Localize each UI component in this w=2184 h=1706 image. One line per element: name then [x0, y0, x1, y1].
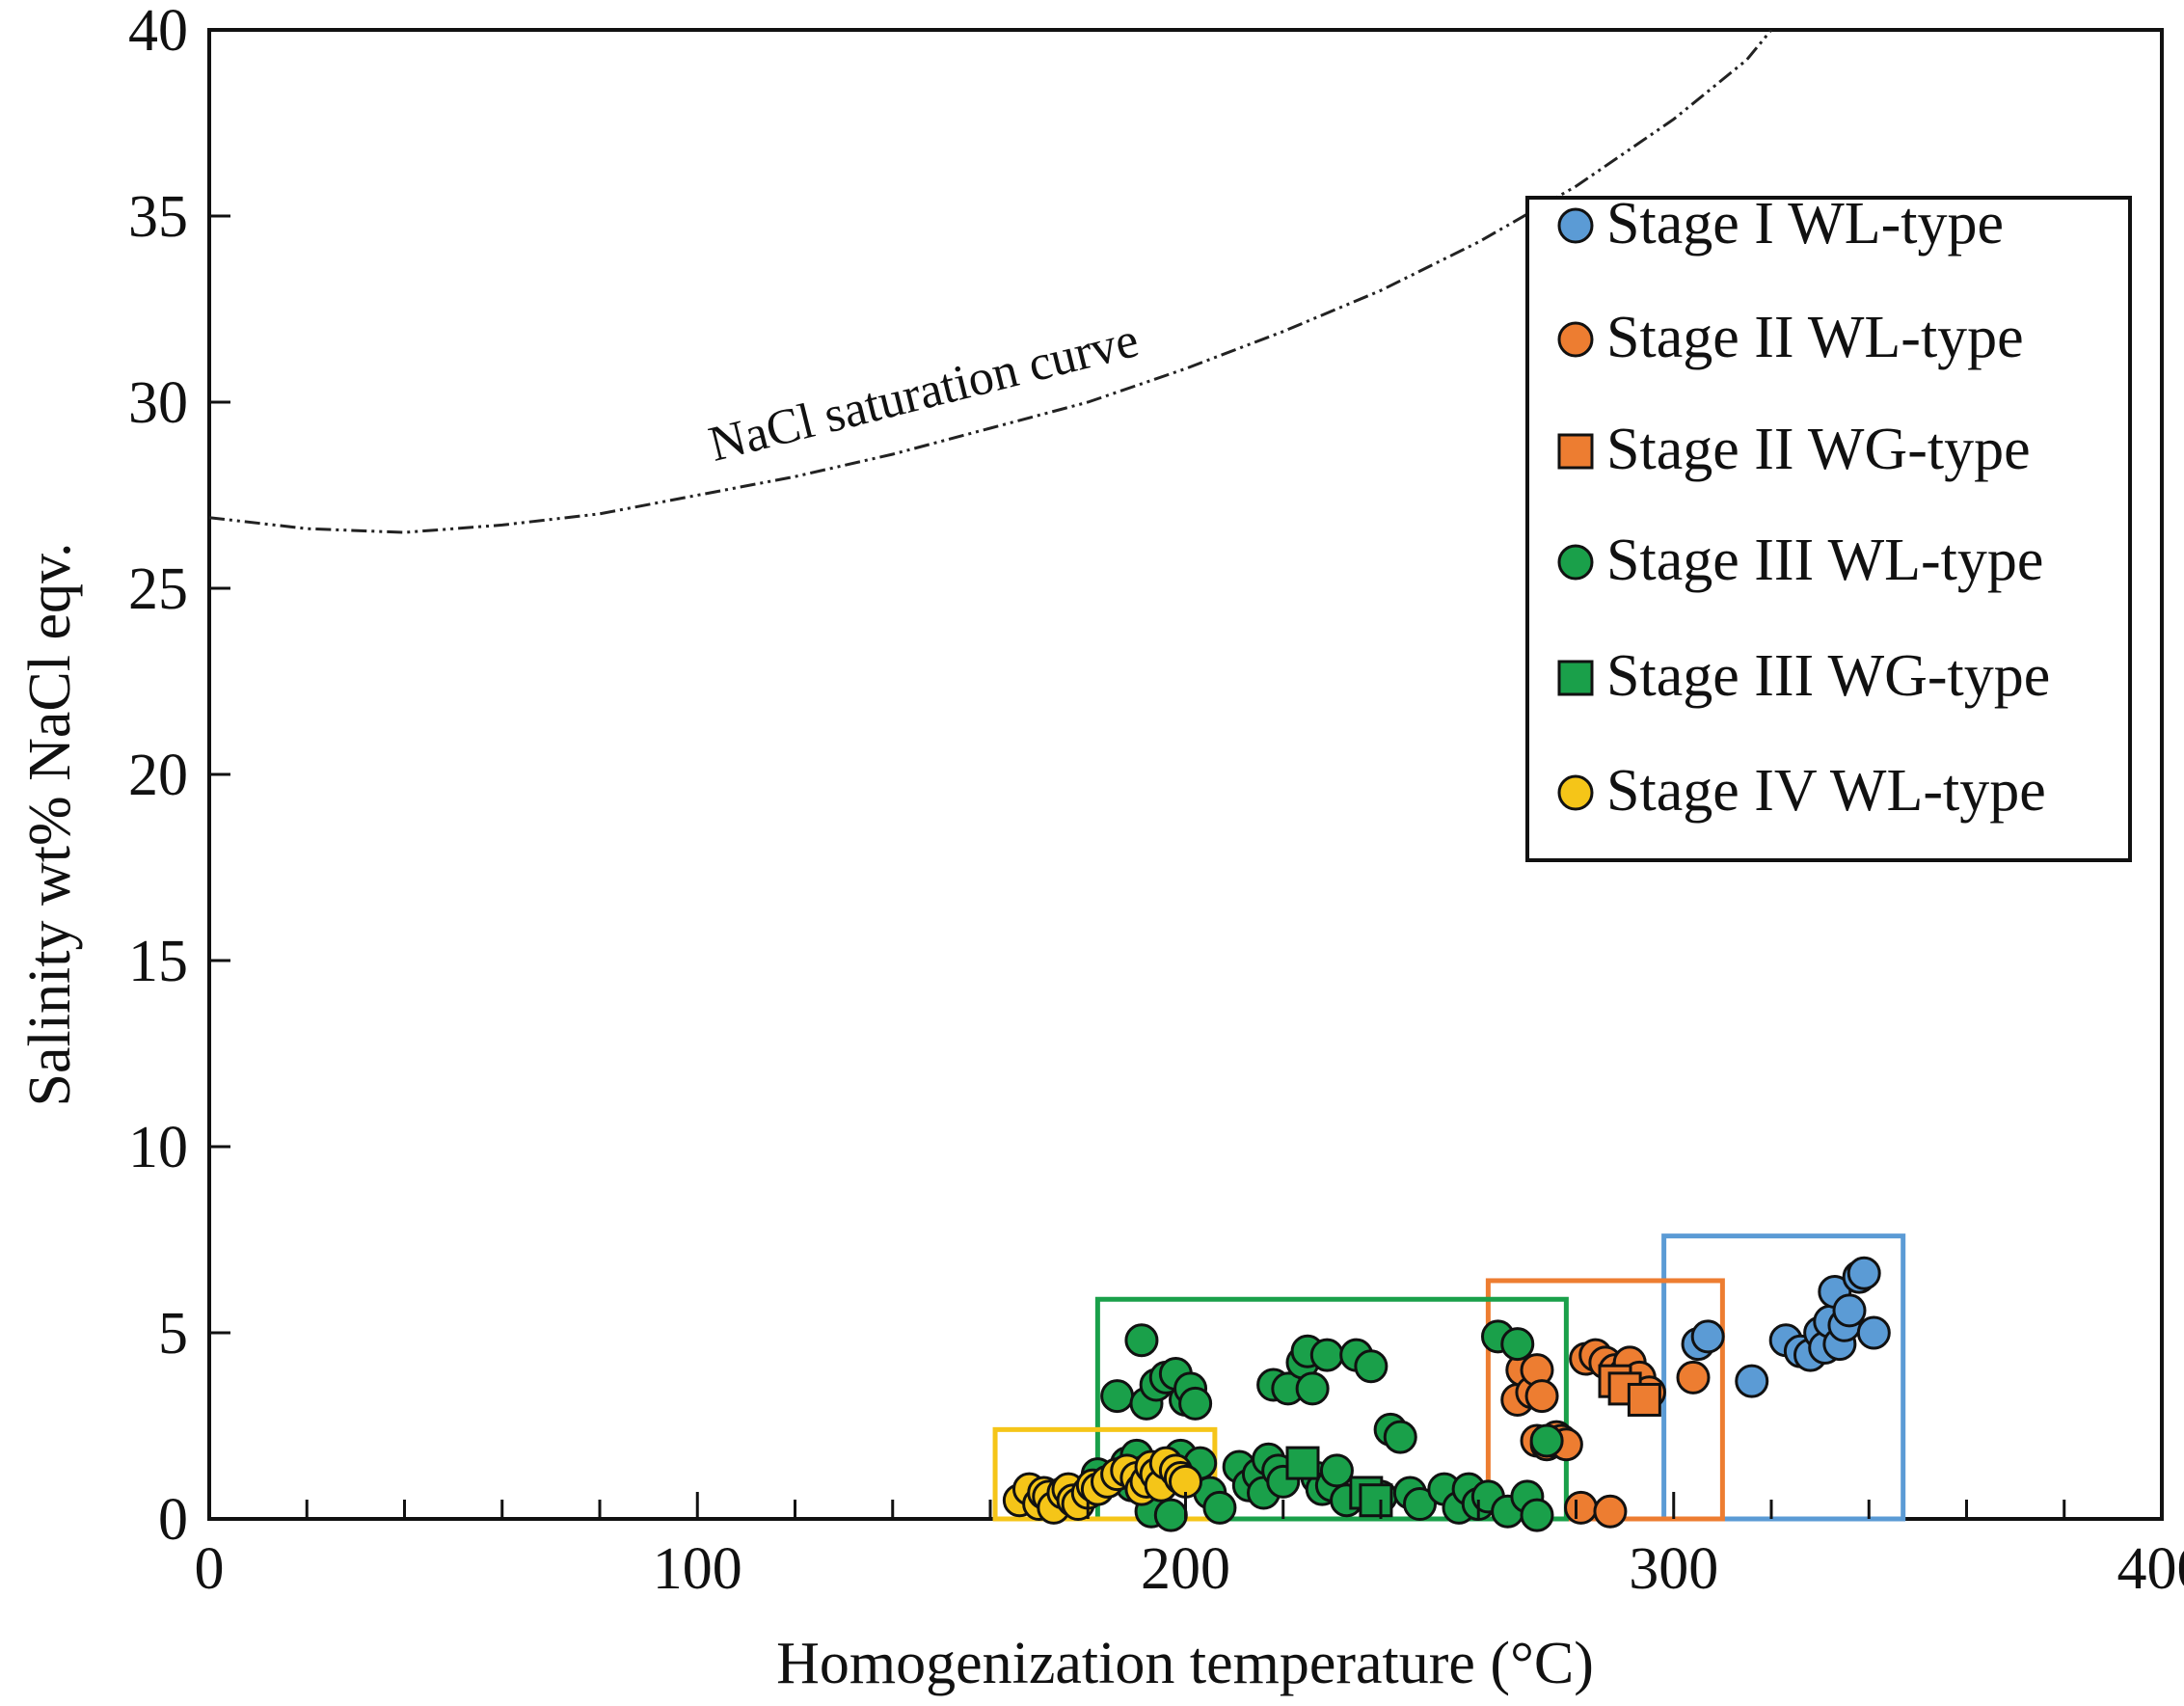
y-tick-label: 20 [128, 743, 188, 808]
data-point [1100, 1379, 1135, 1414]
range-box [992, 1426, 1218, 1522]
data-point [1124, 1323, 1159, 1358]
data-point [1593, 1494, 1628, 1529]
x-tick-label: 200 [1141, 1536, 1230, 1602]
data-point [1832, 1293, 1867, 1328]
data-point [1354, 1349, 1389, 1384]
legend-marker-square [1557, 660, 1594, 696]
range-box [1661, 1233, 1906, 1522]
nacl-saturation-curve [209, 30, 1773, 534]
y-tick-label: 15 [128, 929, 188, 994]
y-tick-label: 5 [158, 1301, 188, 1367]
data-point [1690, 1319, 1725, 1354]
data-point [1403, 1487, 1437, 1522]
data-point [1529, 1423, 1564, 1458]
data-points [1002, 1256, 1891, 1532]
data-point [1520, 1498, 1554, 1532]
y-tick-label: 10 [128, 1115, 188, 1180]
legend-label: Stage I WL-type [1606, 191, 2004, 257]
data-point [1524, 1379, 1559, 1414]
data-point-square [1285, 1446, 1320, 1480]
y-tick-label: 35 [128, 184, 188, 250]
data-point [1295, 1371, 1330, 1406]
x-tick-label: 300 [1629, 1536, 1718, 1602]
data-point-square [1359, 1483, 1393, 1518]
legend-marker [1557, 544, 1594, 581]
data-point [1847, 1256, 1881, 1290]
legend-label: Stage III WL-type [1606, 528, 2043, 593]
data-point [1856, 1315, 1891, 1350]
x-tick-label: 100 [653, 1536, 742, 1602]
legend-label: Stage II WL-type [1606, 305, 2024, 370]
legend-frame [1525, 196, 2132, 862]
y-tick-label: 25 [128, 556, 188, 622]
y-tick-label: 40 [128, 0, 188, 64]
data-point-square [1627, 1382, 1661, 1417]
legend-marker [1557, 207, 1594, 244]
legend-marker-square [1557, 433, 1594, 470]
data-point [1178, 1386, 1213, 1421]
y-axis-title: Salinity wt% NaCl eqv. [17, 543, 83, 1107]
data-point [1676, 1360, 1711, 1395]
y-tick-label: 30 [128, 370, 188, 436]
data-point [1564, 1490, 1599, 1525]
data-point [1383, 1420, 1417, 1454]
data-point [1319, 1453, 1354, 1488]
legend-label: Stage III WG-type [1606, 643, 2050, 709]
legend-label: Stage IV WL-type [1606, 758, 2046, 824]
saturation-curve-label: NaCl saturation curve [704, 312, 1145, 473]
data-point [1500, 1327, 1535, 1362]
legend-marker [1557, 321, 1594, 358]
data-point [1309, 1338, 1344, 1372]
x-axis-title: Homogenization temperature (°C) [776, 1631, 1594, 1696]
legend-marker [1557, 774, 1594, 811]
data-point [1202, 1490, 1237, 1525]
axis-ticks: 0 100 200 300 400 0 5 10 15 20 25 30 35 40 [128, 0, 2184, 1602]
y-tick-label: 0 [158, 1487, 188, 1553]
x-tick-label: 400 [2117, 1536, 2184, 1602]
data-point [1153, 1498, 1188, 1532]
legend: Stage I WL-type Stage II WL-type Stage II … [1525, 191, 2132, 862]
range-box [1094, 1296, 1569, 1522]
data-point [1735, 1364, 1769, 1398]
legend-label: Stage II WG-type [1606, 417, 2031, 482]
x-tick-label: 0 [195, 1536, 225, 1602]
